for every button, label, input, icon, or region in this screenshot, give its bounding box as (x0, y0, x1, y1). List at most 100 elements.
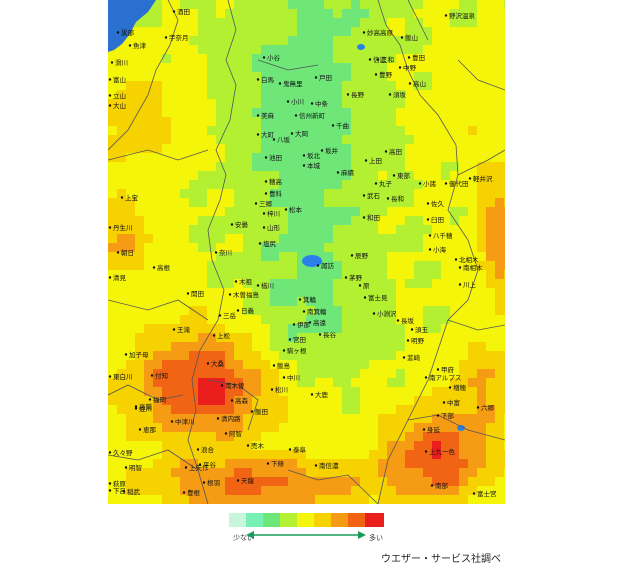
heat-cell (117, 369, 127, 379)
heat-cell (207, 324, 217, 334)
heat-cell (108, 306, 118, 316)
place-label: 中富 (447, 398, 460, 407)
heat-cell (495, 333, 505, 343)
heat-cell (288, 135, 298, 145)
heat-cell (495, 153, 505, 163)
heat-cell (477, 378, 487, 388)
heat-cell (216, 468, 226, 478)
heat-cell (351, 315, 361, 325)
place-dot (134, 407, 138, 410)
heat-cell (270, 270, 280, 280)
place-dot (358, 284, 362, 287)
heat-cell (414, 342, 424, 352)
heat-cell (315, 495, 325, 504)
heat-cell (297, 234, 307, 244)
heat-cell (243, 36, 253, 46)
heat-cell (396, 387, 406, 397)
heat-cell (324, 279, 334, 289)
heat-cell (459, 477, 469, 487)
heat-cell (243, 324, 253, 334)
heat-cell (189, 297, 199, 307)
heat-cell (207, 459, 217, 469)
heat-cell (207, 72, 217, 82)
heat-cell (207, 468, 217, 478)
heat-cell (261, 171, 271, 181)
heat-cell (486, 486, 496, 496)
place-dot (172, 328, 176, 331)
heat-cell (234, 162, 244, 172)
heat-cell (180, 432, 190, 442)
heat-cell (405, 72, 415, 82)
heat-cell (378, 54, 388, 64)
heat-cell (360, 405, 370, 415)
heat-cell (333, 324, 343, 334)
heat-cell (153, 396, 163, 406)
heat-cell (234, 450, 244, 460)
heat-cell (360, 297, 370, 307)
heat-cell (387, 495, 397, 504)
heat-cell (225, 36, 235, 46)
heat-cell (297, 342, 307, 352)
heat-cell (144, 279, 154, 289)
place-label: 上田 (369, 156, 382, 165)
heat-cell (324, 378, 334, 388)
heat-cell (333, 342, 343, 352)
heat-cell (180, 180, 190, 190)
heat-cell (315, 45, 325, 55)
heat-cell (198, 216, 208, 226)
heat-cell (252, 288, 262, 298)
heat-cell (162, 378, 172, 388)
heat-cell (414, 333, 424, 343)
heat-cell (504, 0, 505, 10)
place-label: 立山 (113, 91, 126, 100)
heat-cell (261, 477, 271, 487)
place-label: 六郷 (481, 403, 495, 412)
heat-cell (495, 441, 505, 451)
place-label: 萩原 (113, 479, 127, 488)
heat-cell (135, 279, 145, 289)
heat-cell (342, 216, 352, 226)
heat-cell (333, 126, 343, 136)
heat-cell (216, 180, 226, 190)
heat-cell (459, 9, 469, 19)
legend-swatch (331, 513, 350, 527)
heat-cell (117, 189, 127, 199)
heat-cell (225, 423, 235, 433)
heat-cell (216, 18, 226, 28)
heat-cell (414, 135, 424, 145)
heat-cell (432, 27, 442, 37)
heat-cell (189, 0, 199, 10)
heat-cell (108, 315, 118, 325)
heat-cell (225, 162, 235, 172)
heat-cell (369, 288, 379, 298)
heat-cell (495, 468, 505, 478)
heat-cell (306, 279, 316, 289)
heat-cell (477, 207, 487, 217)
heat-cell (459, 432, 469, 442)
heat-cell (432, 9, 442, 19)
heat-cell (450, 135, 460, 145)
heat-cell (387, 360, 397, 370)
heat-cell (369, 261, 379, 271)
place-dot (426, 202, 430, 205)
heat-cell (333, 189, 343, 199)
heat-cell (351, 288, 361, 298)
heat-cell (378, 378, 388, 388)
heat-cell (252, 405, 262, 415)
place-label: 飯山 (405, 33, 418, 42)
heat-cell (468, 297, 478, 307)
heat-cell (108, 117, 118, 127)
heat-cell (243, 126, 253, 136)
heat-cell (243, 72, 253, 82)
heat-cell (117, 135, 127, 145)
place-dot (148, 398, 152, 401)
heat-cell (153, 486, 163, 496)
heat-cell (405, 441, 415, 451)
place-label: 宇奈月 (169, 33, 189, 42)
place-label: 臼田 (431, 215, 444, 224)
heat-cell (171, 261, 181, 271)
heat-cell (369, 0, 379, 10)
heat-cell (486, 63, 496, 73)
place-label: 加子母 (129, 350, 149, 359)
